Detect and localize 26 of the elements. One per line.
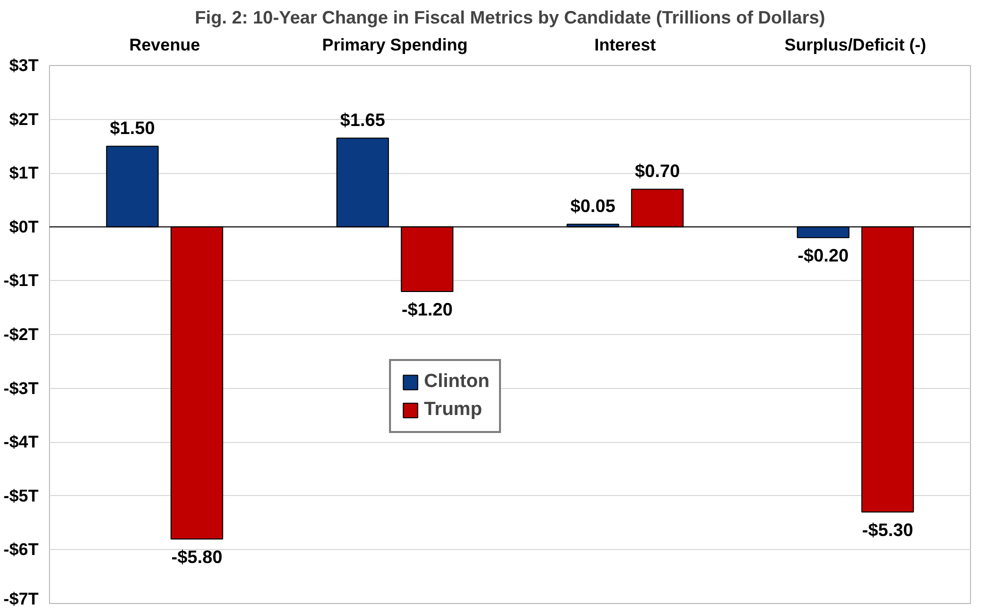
x-tick-label: Revenue xyxy=(129,36,200,54)
y-tick-label: $3T xyxy=(9,56,40,75)
legend-label: Clinton xyxy=(424,371,490,393)
y-tick-label: $1T xyxy=(9,164,40,183)
x-tick-label: Surplus/Deficit (-) xyxy=(784,36,926,54)
y-tick-label: $0T xyxy=(9,217,40,236)
data-label: $0.05 xyxy=(570,196,616,216)
data-label: $1.50 xyxy=(110,118,155,138)
y-tick-label: -$2T xyxy=(4,325,40,344)
x-tick-label: Primary Spending xyxy=(322,36,468,54)
y-tick-label: -$6T xyxy=(4,540,40,560)
y-tick-label: $2T xyxy=(9,110,40,129)
y-tick-label: -$7T xyxy=(4,590,40,608)
y-tick-label: -$4T xyxy=(4,432,40,452)
data-label: -$5.80 xyxy=(171,546,222,567)
data-label: $1.65 xyxy=(340,110,386,130)
legend-label: Trump xyxy=(424,399,482,421)
y-tick-label: -$3T xyxy=(4,378,40,398)
x-tick-label: Interest xyxy=(594,36,656,54)
data-label: -$1.20 xyxy=(402,299,453,320)
y-tick-label: -$1T xyxy=(4,271,40,290)
data-label: $0.70 xyxy=(634,161,680,182)
chart-title: Fig. 2: 10-Year Change in Fiscal Metrics by Candidate (Trillions of Dollars) xyxy=(194,8,826,28)
data-label: -$5.30 xyxy=(862,520,914,540)
y-tick-label: -$5T xyxy=(4,486,40,506)
data-label: -$0.20 xyxy=(798,246,849,266)
